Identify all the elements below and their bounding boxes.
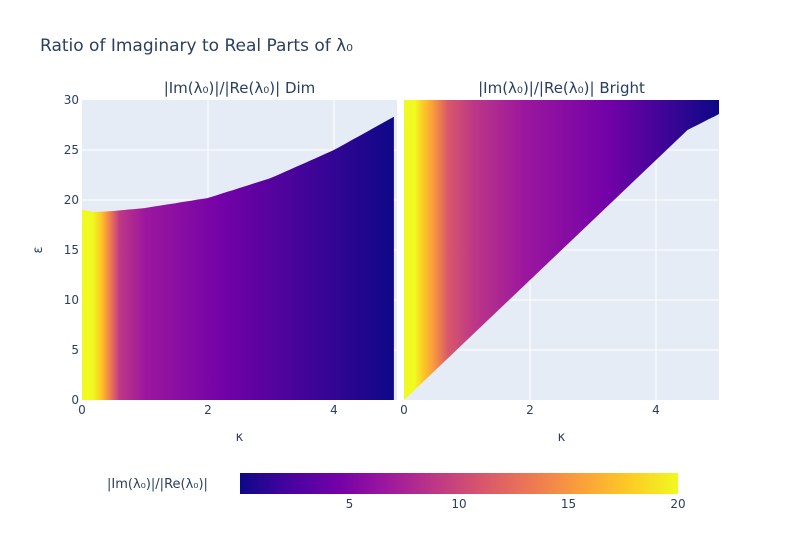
x-tick-label: 0: [78, 403, 86, 417]
x-axis-label: κ: [558, 430, 566, 445]
y-tick-label: 20: [64, 193, 79, 207]
x-tick-label: 4: [330, 403, 338, 417]
x-tick-label: 0: [400, 403, 408, 417]
panel-2: |Im(λ₀)|/|Re(λ₀)| Bright 0 2 4 κ: [400, 79, 719, 445]
x-tick-label: 4: [652, 403, 660, 417]
y-tick-label: 15: [64, 243, 79, 257]
x-axis-label: κ: [236, 430, 244, 445]
colorbar-title: |Im(λ₀)|/|Re(λ₀)|: [107, 477, 208, 492]
colorbar-tick-label: 5: [346, 497, 354, 511]
colorbar: |Im(λ₀)|/|Re(λ₀)| 5 10 15 20: [107, 473, 686, 511]
subplot-title: |Im(λ₀)|/|Re(λ₀)| Dim: [164, 79, 316, 97]
colorbar-ramp: [240, 473, 678, 494]
y-tick-label: 25: [64, 143, 79, 157]
x-tick-label: 2: [204, 403, 212, 417]
y-tick-label: 5: [71, 343, 79, 357]
panel-1: |Im(λ₀)|/|Re(λ₀)| Dim 0 2 4 0 5 10 15 20 25 30 κ ε: [31, 79, 397, 445]
heatmap-region: [82, 116, 394, 401]
subplot-title: |Im(λ₀)|/|Re(λ₀)| Bright: [478, 79, 645, 97]
colorbar-tick-label: 10: [451, 497, 466, 511]
colorbar-tick-label: 15: [561, 497, 576, 511]
y-tick-label: 0: [71, 393, 79, 407]
heatmap-region: [404, 100, 719, 400]
y-tick-label: 10: [64, 293, 79, 307]
figure-title: Ratio of Imaginary to Real Parts of λ₀: [40, 36, 353, 56]
x-tick-label: 2: [526, 403, 534, 417]
colorbar-tick-label: 20: [670, 497, 685, 511]
y-axis-label: ε: [31, 246, 46, 253]
y-tick-label: 30: [64, 93, 79, 107]
